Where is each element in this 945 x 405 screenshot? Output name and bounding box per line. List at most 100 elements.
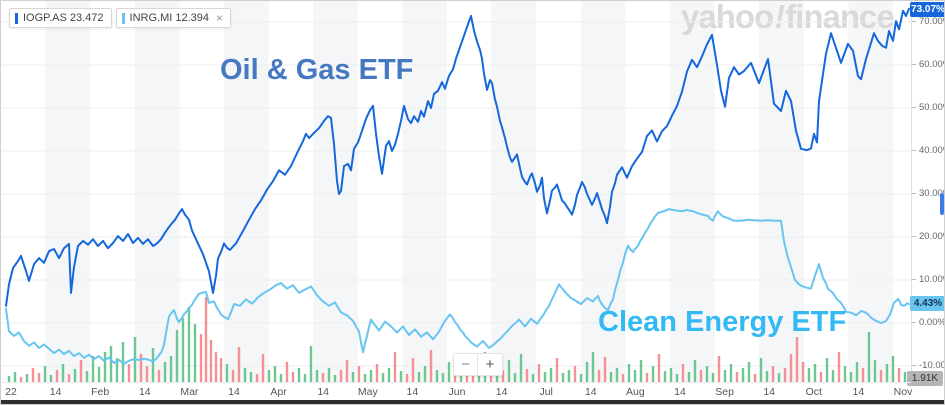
x-axis-label: May (357, 386, 378, 398)
volume-bar (639, 360, 643, 382)
volume-bar (885, 364, 889, 382)
volume-bar (621, 374, 625, 382)
volume-bar (807, 368, 811, 382)
x-axis-label: Apr (270, 386, 287, 398)
inrg-color-accent (121, 12, 125, 24)
oil-last-value-badge: 73.07% (910, 2, 945, 17)
volume-bar (237, 347, 241, 382)
volume-bar (175, 330, 179, 382)
chart-svg[interactable] (1, 1, 911, 382)
volume-bar (531, 374, 535, 382)
volume-bar (214, 352, 218, 382)
volume-bar (285, 362, 289, 382)
volume-bar (825, 358, 829, 382)
volume-bar (73, 369, 77, 382)
volume-bar (675, 374, 679, 382)
volume-bar (609, 372, 613, 382)
volume-bar (37, 373, 41, 382)
volume-bar (861, 368, 865, 382)
x-axis-label: Oct (805, 386, 822, 398)
volume-bar (103, 352, 107, 382)
oil-gas-etf-annotation: Oil & Gas ETF (220, 54, 414, 86)
volume-bar (429, 350, 433, 382)
x-axis-label: 14 (584, 386, 597, 398)
volume-bar (795, 337, 799, 382)
volume-bar (399, 371, 403, 382)
zoom-out-button[interactable]: − (453, 353, 478, 376)
volume-bar (25, 374, 29, 382)
volume-bar (849, 372, 853, 382)
clean-energy-etf-annotation: Clean Energy ETF (598, 306, 847, 338)
volume-bar (903, 372, 907, 382)
volume-bar (387, 368, 391, 382)
volume-bar (193, 324, 197, 382)
volume-bar (351, 372, 355, 382)
volume-bar (507, 360, 511, 382)
volume-bar (501, 370, 505, 382)
iogp-color-accent (15, 12, 18, 24)
ticker-chip-iogp[interactable]: IOGP.AS 23.472 (9, 8, 112, 28)
volume-bar (615, 368, 619, 382)
iogp-symbol-value: IOGP.AS 23.472 (23, 12, 104, 24)
volume-bar (693, 360, 697, 382)
volume-bar (255, 374, 259, 382)
volume-bar (181, 318, 185, 382)
volume-bar (169, 356, 173, 382)
volume-bar (291, 372, 295, 382)
volume-bar (357, 366, 361, 382)
volume-bar (321, 373, 325, 382)
volume-bar (645, 373, 649, 382)
ticker-chip-inrg[interactable]: INRG.MI 12.394 × (115, 8, 232, 28)
volume-bar (561, 373, 565, 382)
x-axis-label: 22 (5, 386, 17, 398)
volume-bar (127, 364, 131, 382)
volume-bar (513, 373, 517, 382)
clean-last-value-badge: 4.43% (910, 296, 944, 311)
volume-bar (525, 369, 529, 382)
volume-bar (339, 370, 343, 382)
volume-bar (279, 374, 283, 382)
volume-bar (813, 364, 817, 382)
scrollbar-thumb[interactable] (940, 193, 944, 215)
volume-bar (43, 366, 47, 382)
volume-bar (837, 352, 841, 382)
volume-bar (723, 370, 727, 382)
volume-bar (711, 373, 715, 382)
x-axis-label: Jul (539, 386, 553, 398)
volume-bar (519, 354, 523, 382)
y-axis-label: 50.00% (911, 102, 944, 113)
x-axis-label: 14 (674, 386, 686, 398)
volume-bar (681, 364, 685, 382)
volume-bar (61, 364, 65, 382)
volume-bar (585, 362, 589, 382)
bottom-border-bar (1, 400, 944, 404)
volume-bar (55, 370, 59, 382)
volume-bar (855, 362, 859, 382)
volume-bar (261, 354, 265, 382)
volume-bar (97, 367, 101, 382)
oil-gas-line-series (5, 7, 910, 307)
zoom-in-button[interactable]: + (478, 353, 503, 376)
x-axis-label: 14 (763, 386, 776, 398)
clean-energy-line-series (5, 208, 910, 365)
x-axis-label: 14 (49, 386, 62, 398)
ticker-chips: IOGP.AS 23.472 INRG.MI 12.394 × (9, 8, 232, 28)
volume-bar (381, 373, 385, 382)
volume-bar (489, 372, 493, 382)
volume-bar (297, 368, 301, 382)
volume-bar (819, 372, 823, 382)
volume-bar (687, 372, 691, 382)
volume-bar (31, 368, 35, 382)
volume-bar (801, 362, 805, 382)
volume-bar (7, 376, 11, 382)
close-icon[interactable]: × (216, 11, 224, 25)
x-axis-label: 14 (852, 386, 865, 398)
logo-yahoo-text: yahoo (681, 0, 774, 35)
volume-bar (219, 358, 223, 382)
x-axis-label: Nov (893, 386, 913, 398)
volume-bar (315, 370, 319, 382)
volume-bar (109, 346, 113, 382)
volume-bar (67, 374, 71, 382)
y-axis-label: 10.00% (911, 274, 944, 285)
